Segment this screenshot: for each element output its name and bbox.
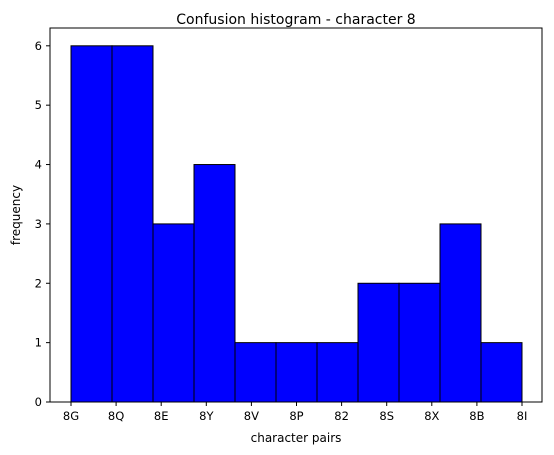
bar bbox=[398, 282, 441, 403]
x-tick-label: 8I bbox=[517, 409, 528, 423]
x-tick-label: 8X bbox=[424, 409, 439, 423]
x-tick-label: 8B bbox=[469, 409, 484, 423]
bar bbox=[193, 164, 236, 403]
bar bbox=[70, 45, 113, 403]
chart-title: Confusion histogram - character 8 bbox=[176, 12, 415, 28]
y-axis-label: frequency bbox=[9, 185, 23, 245]
bars-group bbox=[70, 45, 523, 403]
x-tick-label: 8S bbox=[379, 409, 394, 423]
bar bbox=[480, 342, 523, 403]
x-tick-label: 8G bbox=[63, 409, 79, 423]
x-axis-label: character pairs bbox=[251, 431, 342, 445]
x-tick-label: 82 bbox=[334, 409, 349, 423]
y-axis: 0 1 2 3 4 5 6 bbox=[35, 39, 50, 409]
bar bbox=[316, 342, 359, 403]
x-tick-label: 8Q bbox=[108, 409, 124, 423]
y-tick-label: 1 bbox=[35, 336, 42, 350]
y-tick-label: 4 bbox=[35, 158, 42, 172]
x-tick-label: 8E bbox=[154, 409, 169, 423]
bar bbox=[234, 342, 277, 403]
y-tick-label: 2 bbox=[35, 276, 42, 290]
y-tick-label: 5 bbox=[35, 98, 42, 112]
y-tick-label: 0 bbox=[35, 395, 42, 409]
x-tick-label: 8P bbox=[289, 409, 303, 423]
x-tick-label: 8Y bbox=[199, 409, 214, 423]
bar bbox=[439, 223, 482, 403]
bar bbox=[275, 342, 318, 403]
y-tick-label: 6 bbox=[35, 39, 42, 53]
x-axis: 8G 8Q 8E 8Y 8V 8P 82 8S 8X 8B 8I bbox=[63, 402, 527, 423]
bar bbox=[111, 45, 154, 403]
x-tick-label: 8V bbox=[244, 409, 259, 423]
bar bbox=[152, 223, 195, 403]
y-tick-label: 3 bbox=[35, 217, 42, 231]
bar bbox=[357, 282, 400, 403]
